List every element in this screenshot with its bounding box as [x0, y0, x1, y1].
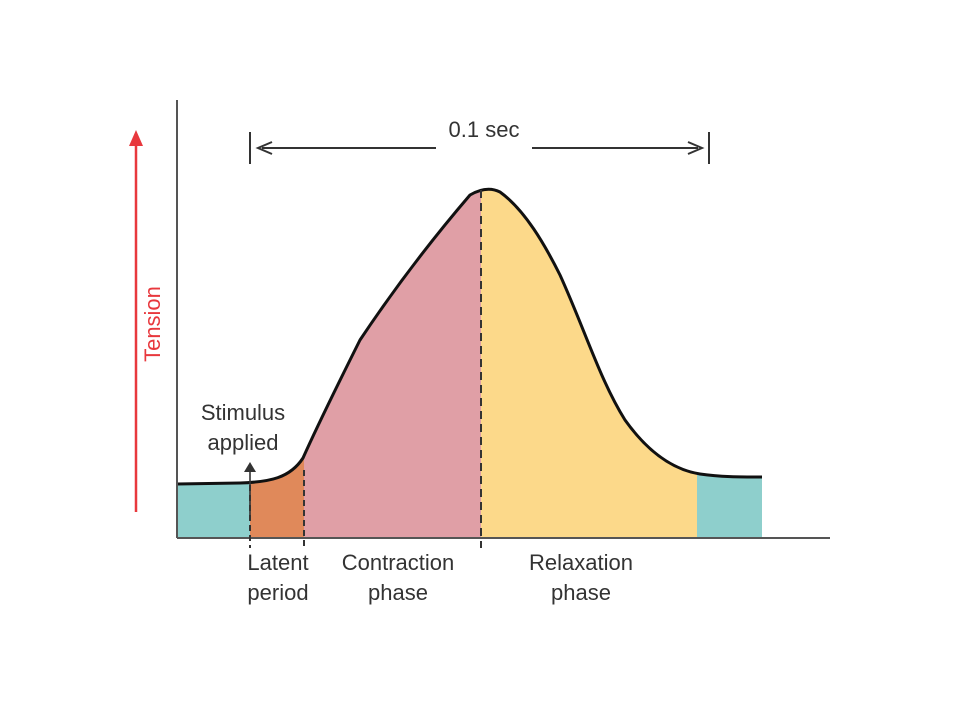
tension-arrowhead-icon: [129, 130, 143, 146]
y-axis-label: Tension: [140, 286, 165, 362]
phase-regions: [177, 189, 762, 539]
stimulus-label-line1: Stimulus: [201, 400, 285, 425]
timespan-right-arrowhead-icon: [687, 141, 705, 155]
relaxation-label-line1: Relaxation: [529, 550, 633, 575]
baseline-region-right: [697, 189, 762, 539]
latent-label-line1: Latent: [247, 550, 308, 575]
relaxation-label-line2: phase: [551, 580, 611, 605]
stimulus-label-line2: applied: [208, 430, 279, 455]
timespan-left-arrowhead-icon: [255, 141, 273, 155]
stimulus-arrowhead-icon: [244, 462, 256, 472]
contraction-phase-region: [304, 189, 481, 539]
twitch-curve: [176, 187, 763, 486]
contraction-label-line1: Contraction: [342, 550, 455, 575]
contraction-label-line2: phase: [368, 580, 428, 605]
duration-label: 0.1 sec: [449, 117, 520, 142]
relaxation-phase-region: [481, 189, 697, 539]
latent-label-line2: period: [247, 580, 308, 605]
baseline-region-left: [177, 189, 250, 539]
latent-period-region: [250, 189, 304, 539]
